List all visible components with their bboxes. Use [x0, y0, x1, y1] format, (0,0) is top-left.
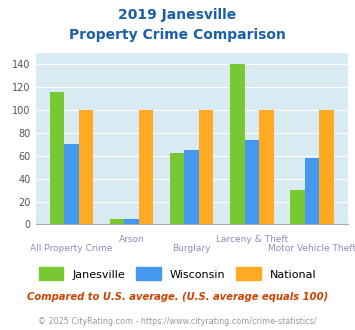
- Text: Burglary: Burglary: [173, 244, 211, 253]
- Bar: [110, 219, 124, 224]
- Bar: [245, 140, 259, 224]
- Bar: [170, 153, 185, 224]
- Text: Compared to U.S. average. (U.S. average equals 100): Compared to U.S. average. (U.S. average …: [27, 292, 328, 302]
- Text: © 2025 CityRating.com - https://www.cityrating.com/crime-statistics/: © 2025 CityRating.com - https://www.city…: [38, 317, 317, 326]
- Bar: [50, 92, 64, 224]
- Text: 2019 Janesville: 2019 Janesville: [118, 8, 237, 22]
- Bar: [64, 144, 78, 224]
- Bar: [139, 110, 153, 224]
- Legend: Janesville, Wisconsin, National: Janesville, Wisconsin, National: [34, 263, 321, 285]
- Bar: [199, 110, 213, 224]
- Text: Arson: Arson: [119, 235, 144, 244]
- Bar: [259, 110, 274, 224]
- Bar: [230, 64, 245, 224]
- Bar: [319, 110, 334, 224]
- Text: All Property Crime: All Property Crime: [30, 244, 113, 253]
- Bar: [78, 110, 93, 224]
- Bar: [305, 158, 319, 224]
- Bar: [185, 150, 199, 224]
- Bar: [124, 219, 139, 224]
- Text: Motor Vehicle Theft: Motor Vehicle Theft: [268, 244, 355, 253]
- Bar: [290, 190, 305, 224]
- Text: Property Crime Comparison: Property Crime Comparison: [69, 28, 286, 42]
- Text: Larceny & Theft: Larceny & Theft: [216, 235, 288, 244]
